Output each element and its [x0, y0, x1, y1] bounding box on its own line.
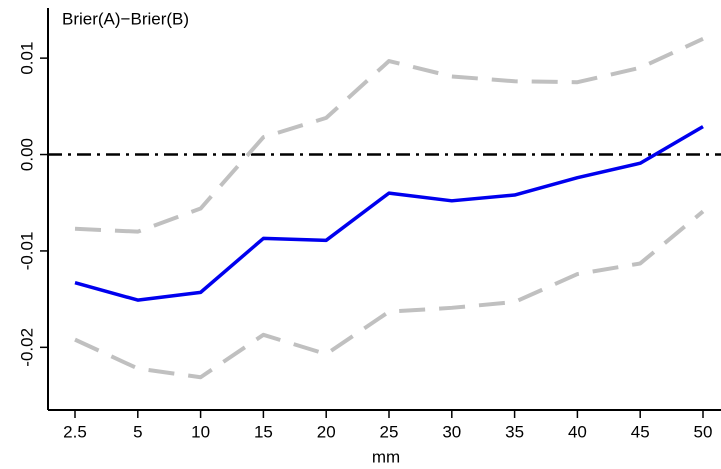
- x-tick-label: 35: [505, 422, 524, 441]
- x-tick-label: 2.5: [63, 422, 87, 441]
- x-tick-label: 40: [568, 422, 587, 441]
- y-tick-label: 0.01: [17, 42, 36, 75]
- y-tick-label: -0.01: [17, 232, 36, 271]
- confidence-line: [74, 209, 705, 380]
- x-tick-label: 30: [442, 422, 461, 441]
- x-tick-label: 10: [191, 422, 210, 441]
- data-line: [74, 125, 704, 302]
- x-tick-label: 50: [694, 422, 713, 441]
- x-tick-label: 45: [631, 422, 650, 441]
- x-tick-label: 5: [133, 422, 142, 441]
- confidence-line: [74, 37, 704, 234]
- annotation: Brier(A)−Brier(B): [62, 9, 189, 28]
- y-tick-label: -0.02: [17, 328, 36, 367]
- y-tick-label: 0.00: [17, 138, 36, 171]
- x-tick-label: 20: [317, 422, 336, 441]
- x-axis-label: mm: [372, 447, 400, 466]
- x-tick-label: 15: [254, 422, 273, 441]
- x-tick-label: 25: [380, 422, 399, 441]
